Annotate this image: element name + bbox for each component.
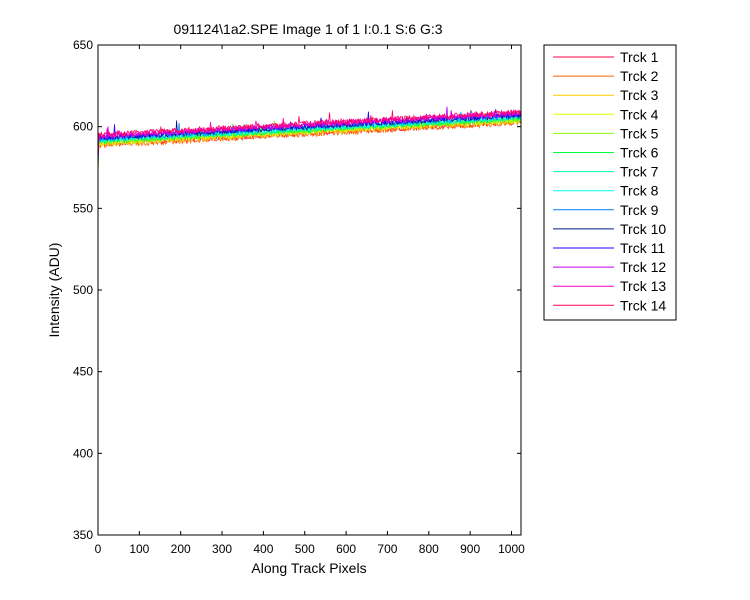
x-tick-label: 400 <box>253 542 273 556</box>
x-tick-label: 1000 <box>498 542 525 556</box>
legend-entry-label: Trck 9 <box>620 202 659 218</box>
x-tick-label: 0 <box>95 542 102 556</box>
legend-entry-label: Trck 13 <box>620 278 666 294</box>
y-tick-label: 450 <box>73 365 93 379</box>
series-line-trck-14 <box>97 108 521 160</box>
legend-entry-label: Trck 14 <box>620 297 666 313</box>
y-tick-label: 500 <box>73 283 93 297</box>
y-axis-label: Intensity (ADU) <box>46 243 62 338</box>
x-tick-label: 200 <box>171 542 191 556</box>
y-tick-label: 400 <box>73 446 93 460</box>
legend-entry-label: Trck 6 <box>620 145 659 161</box>
legend-entry-label: Trck 4 <box>620 106 659 122</box>
legend-entry-label: Trck 2 <box>620 68 659 84</box>
legend-entry-label: Trck 8 <box>620 183 659 199</box>
legend-entry-label: Trck 7 <box>620 164 659 180</box>
x-axis-label: Along Track Pixels <box>251 560 366 576</box>
x-tick-label: 700 <box>377 542 397 556</box>
x-tick-label: 800 <box>419 542 439 556</box>
legend-entry-label: Trck 1 <box>620 49 659 65</box>
legend-entry-label: Trck 10 <box>620 221 666 237</box>
x-tick-label: 300 <box>212 542 232 556</box>
plot-lines <box>97 106 521 173</box>
y-tick-label: 350 <box>73 528 93 542</box>
chart-title: 091124\1a2.SPE Image 1 of 1 I:0.1 S:6 G:… <box>173 21 442 37</box>
x-tick-label: 500 <box>295 542 315 556</box>
legend: Trck 1 Trck 2 Trck 3 Trck 4 Trck 5 Trck 6 Trck… <box>543 44 677 321</box>
legend-entry-label: Trck 5 <box>620 125 659 141</box>
legend-box <box>543 44 677 321</box>
y-tick-label: 650 <box>73 38 93 52</box>
x-tick-label: 600 <box>336 542 356 556</box>
x-tick-label: 900 <box>460 542 480 556</box>
y-axis: 350 400 450 500 550 600 650 <box>73 38 521 542</box>
legend-entry-label: Trck 3 <box>620 87 659 103</box>
legend-entry-label: Trck 12 <box>620 259 666 275</box>
x-tick-label: 100 <box>129 542 149 556</box>
y-tick-label: 600 <box>73 120 93 134</box>
legend-entry-label: Trck 11 <box>620 240 665 256</box>
y-tick-label: 550 <box>73 201 93 215</box>
x-axis: 0 100 200 300 400 500 600 700 800 900 1000 <box>95 45 525 556</box>
